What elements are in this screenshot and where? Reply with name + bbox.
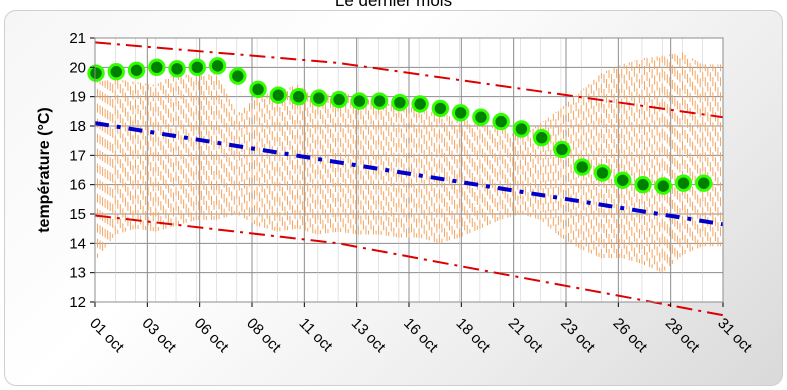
y-tick-label: 20 (69, 59, 86, 76)
bound-line (94, 41, 724, 119)
data-point (289, 87, 308, 106)
data-point (431, 99, 450, 118)
plot-border (94, 37, 724, 303)
data-point (310, 89, 328, 107)
y-tick-label: 15 (69, 206, 86, 223)
x-tick-label: 23 oct (557, 315, 599, 357)
x-tick-label: 21 oct (505, 315, 547, 357)
x-tick-label: 11 oct (296, 315, 337, 356)
data-point (168, 60, 186, 78)
data-point (188, 58, 207, 77)
y-tick-label: 17 (69, 147, 86, 164)
data-point (87, 64, 105, 82)
x-tick-label: 01 oct (86, 315, 128, 357)
data-point (269, 86, 288, 104)
data-point (451, 104, 470, 122)
trend-line (94, 121, 724, 227)
data-point (674, 174, 693, 192)
y-tick-label: 21 (69, 30, 86, 47)
x-tick-label: 26 oct (610, 315, 652, 357)
data-point (573, 158, 591, 176)
y-tick-label: 12 (69, 294, 86, 311)
data-point (593, 164, 612, 182)
x-tick-label: 31 oct (714, 315, 756, 357)
x-tick-label: 18 oct (453, 315, 495, 357)
chart-title: Le dernier mois (334, 0, 453, 10)
data-point (148, 58, 166, 77)
x-tick-label: 13 oct (348, 315, 390, 357)
data-point (127, 61, 146, 79)
data-point (532, 129, 551, 147)
data-point (512, 120, 531, 138)
data-point (695, 174, 713, 192)
data-point (249, 80, 267, 99)
data-point (472, 108, 490, 126)
data-point (654, 177, 672, 195)
data-point (208, 57, 227, 75)
y-tick-label: 13 (69, 265, 86, 282)
data-point (614, 171, 632, 189)
data-point (229, 67, 247, 85)
bound-line (94, 214, 724, 317)
data-point (350, 92, 369, 110)
x-tick-label: 28 oct (662, 315, 704, 357)
y-tick-label: 16 (69, 177, 86, 194)
data-point (370, 92, 389, 110)
data-point (391, 93, 409, 112)
data-point (492, 112, 510, 131)
y-tick-label: 18 (69, 118, 86, 135)
data-point (107, 63, 125, 81)
data-point (553, 140, 571, 159)
data-point (411, 95, 429, 113)
x-tick-label: 16 oct (400, 315, 442, 357)
data-point (330, 90, 348, 109)
y-axis-label: température (°C) (36, 107, 53, 233)
y-tick-label: 19 (69, 89, 86, 106)
x-tick-label: 06 oct (191, 315, 233, 357)
y-tick-label: 14 (69, 235, 86, 252)
data-point (634, 175, 652, 194)
x-tick-label: 08 oct (243, 315, 285, 357)
x-tick-label: 03 oct (139, 315, 181, 357)
